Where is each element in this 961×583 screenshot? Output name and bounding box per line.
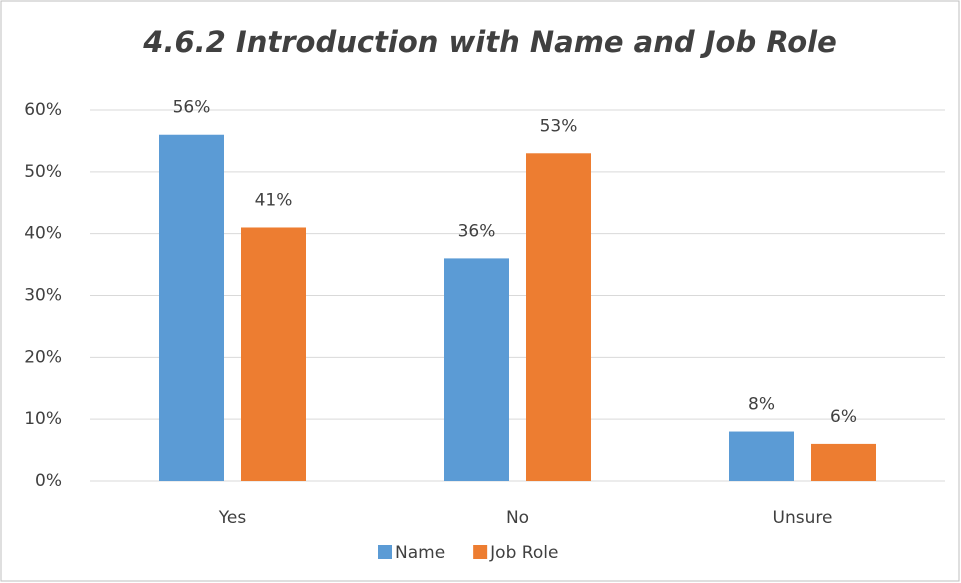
- data-label: 53%: [540, 116, 578, 136]
- data-label: 36%: [458, 221, 496, 241]
- x-tick-label: No: [506, 508, 529, 528]
- y-tick-label: 30%: [24, 286, 62, 306]
- bar: [811, 443, 876, 481]
- bar: [241, 227, 306, 481]
- data-label: 56%: [173, 98, 211, 118]
- y-tick-label: 20%: [24, 347, 62, 367]
- legend-label: Job Role: [489, 543, 558, 563]
- bar: [444, 258, 509, 481]
- bar: [159, 134, 224, 481]
- y-tick-label: 60%: [24, 100, 62, 120]
- legend-swatch: [378, 545, 392, 559]
- data-label: 41%: [255, 190, 293, 210]
- data-label: 8%: [748, 395, 775, 415]
- x-tick-label: Yes: [218, 508, 247, 528]
- y-tick-label: 0%: [35, 471, 62, 491]
- bar: [526, 153, 591, 482]
- chart-title: 4.6.2 Introduction with Name and Job Rol…: [142, 25, 836, 59]
- y-tick-label: 10%: [24, 409, 62, 429]
- data-label: 6%: [830, 407, 857, 427]
- legend-swatch: [473, 545, 488, 559]
- y-tick-label: 40%: [24, 224, 62, 244]
- bar: [729, 431, 794, 481]
- y-tick-label: 50%: [24, 162, 62, 182]
- x-tick-label: Unsure: [773, 508, 833, 528]
- legend-label: Name: [395, 543, 445, 563]
